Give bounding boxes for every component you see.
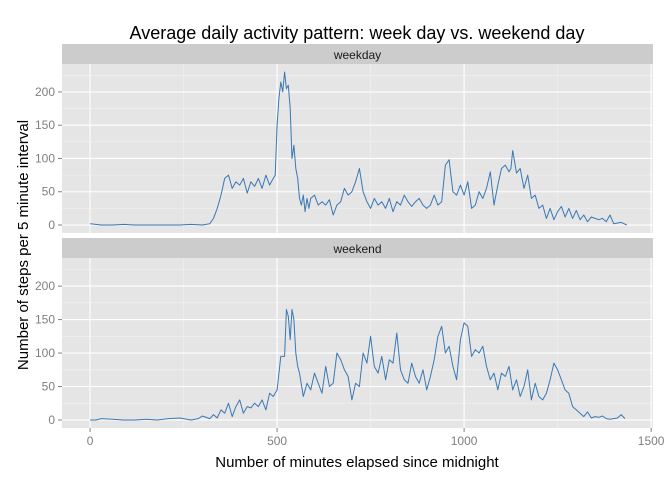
strip-bg-weekday (62, 44, 653, 64)
strip-label-weekday: weekday (333, 48, 381, 62)
panel-weekend: weekend 0 50 100 150 200 (35, 238, 653, 428)
y-tick-label: 100 (35, 346, 55, 360)
strip-label-weekend: weekend (332, 242, 381, 256)
x-tick-label: 1500 (638, 434, 665, 448)
y-tick-label: 100 (35, 151, 55, 165)
chart-title: Average daily activity pattern: week day… (130, 23, 585, 43)
x-tick-label: 500 (267, 434, 287, 448)
y-tick-label: 200 (35, 279, 55, 293)
y-tick-label: 150 (35, 118, 55, 132)
y-tick-label: 0 (48, 413, 55, 427)
x-axis: 0 500 1000 1500 (87, 428, 665, 448)
x-tick-label: 1000 (451, 434, 478, 448)
x-tick-label: 0 (87, 434, 94, 448)
y-tick-label: 50 (42, 380, 56, 394)
panel-bg-weekend (62, 258, 653, 428)
y-tick-label: 50 (42, 185, 56, 199)
series-line-weekday (90, 71, 628, 226)
y-tick-label: 150 (35, 313, 55, 327)
y-tick-label: 0 (48, 218, 55, 232)
panel-bg-weekday (62, 64, 653, 233)
panels-layer: weekday 0 50 100 150 200 weekend 0 50 100 150 200 (35, 44, 653, 428)
series-line-weekend (90, 309, 626, 421)
panel-weekday: weekday 0 50 100 150 200 (35, 44, 653, 233)
x-axis-title: Number of minutes elapsed since midnight (215, 454, 499, 471)
strip-bg-weekend (62, 238, 653, 258)
y-axis-title: Number of steps per 5 minute interval (15, 120, 32, 370)
y-tick-label: 200 (35, 85, 55, 99)
